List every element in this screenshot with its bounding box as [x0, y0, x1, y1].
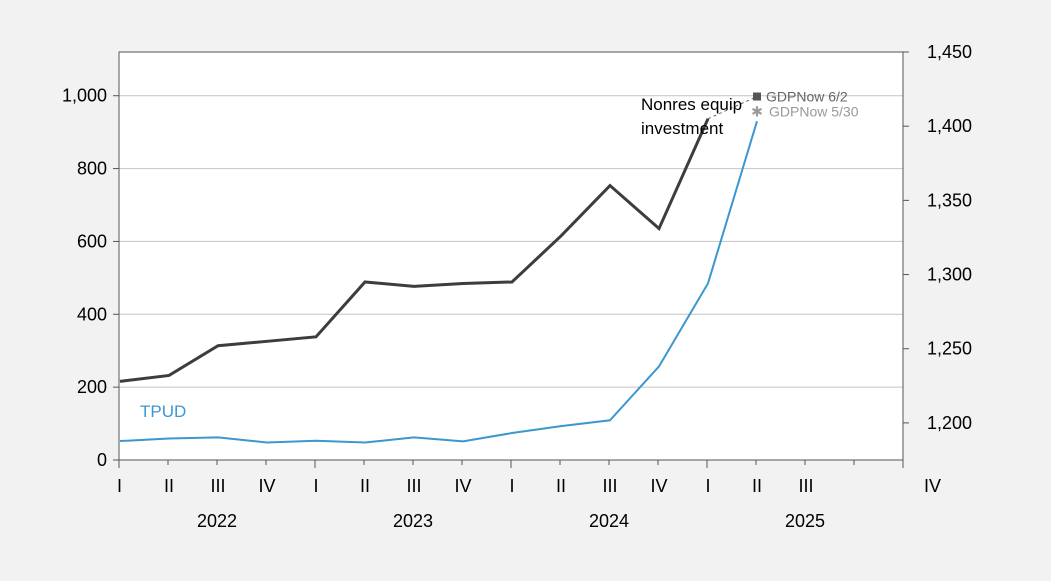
- x-quarter-label: IV: [454, 476, 471, 496]
- x-quarter-label: III: [210, 476, 225, 496]
- y-right-tick-label: 1,300: [927, 265, 972, 285]
- y-left-tick-label: 600: [77, 231, 107, 251]
- y-left-tick-label: 200: [77, 377, 107, 397]
- x-quarter-label: II: [164, 476, 174, 496]
- x-year-label: 2024: [589, 511, 629, 531]
- x-quarter-label: I: [509, 476, 514, 496]
- series-line-tpud: [119, 120, 758, 444]
- gdpnow-6-2-label: GDPNow 6/2: [766, 89, 848, 105]
- gdpnow-6-2-marker: [753, 92, 761, 101]
- y-right-tick-label: 1,400: [927, 116, 972, 136]
- x-quarter-label: I: [313, 476, 318, 496]
- x-year-label: 2022: [197, 511, 237, 531]
- x-quarter-label: II: [360, 476, 370, 496]
- y-right-tick-label: 1,250: [927, 339, 972, 359]
- y-right-tick-label: 1,200: [927, 413, 972, 433]
- gdpnow-5-30-marker: ✱: [751, 103, 763, 119]
- plot-area: [119, 52, 903, 460]
- x-year-label: 2025: [785, 511, 825, 531]
- annotation-nonres-line2: investment: [641, 119, 723, 138]
- x-quarter-label: I: [705, 476, 710, 496]
- y-right-tick-label: 1,350: [927, 190, 972, 210]
- gdpnow-connector: [707, 96, 758, 120]
- x-quarter-label: III: [798, 476, 813, 496]
- y-left-tick-label: 800: [77, 159, 107, 179]
- x-quarter-label: I: [117, 476, 122, 496]
- x-quarter-label: II: [556, 476, 566, 496]
- x-quarter-label: III: [406, 476, 421, 496]
- x-quarter-label: IV: [924, 476, 941, 496]
- y-left-tick-label: 0: [97, 450, 107, 470]
- x-quarter-label: III: [602, 476, 617, 496]
- annotation-tpud: TPUD: [140, 402, 186, 421]
- series-line-nonres-equip: [119, 118, 710, 383]
- y-left-tick-label: 1,000: [62, 86, 107, 106]
- gdpnow-5-30-label: GDPNow 5/30: [769, 103, 859, 119]
- x-year-label: 2023: [393, 511, 433, 531]
- x-quarter-label: IV: [258, 476, 275, 496]
- annotation-nonres-line1: Nonres equip: [641, 95, 742, 114]
- x-quarter-label: IV: [650, 476, 667, 496]
- x-quarter-label: II: [752, 476, 762, 496]
- y-right-tick-label: 1,450: [927, 42, 972, 62]
- y-left-tick-label: 400: [77, 304, 107, 324]
